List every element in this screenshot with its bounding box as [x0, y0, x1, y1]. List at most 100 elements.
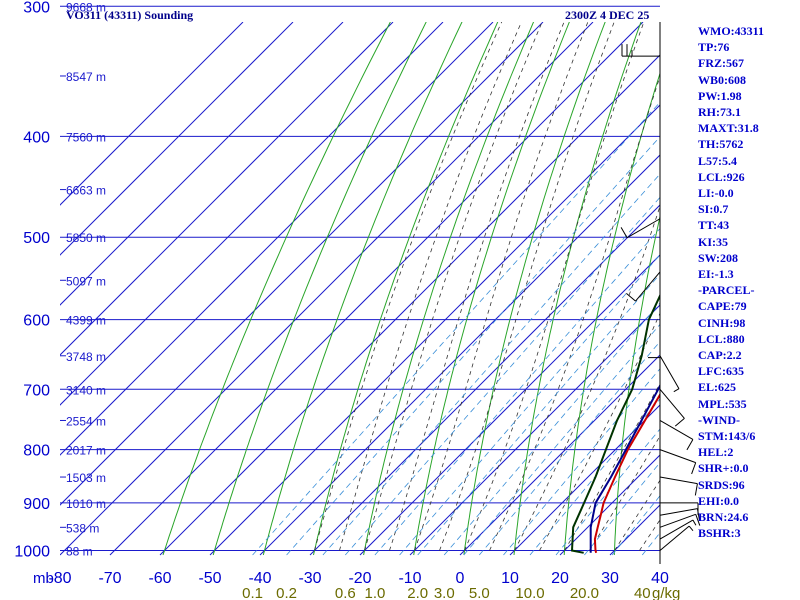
wind-barb-staff	[659, 525, 690, 551]
wind-barb	[659, 388, 685, 427]
pressure-tick-label: 300	[23, 0, 50, 16]
index-item: LCL:926	[698, 169, 745, 184]
plot-area	[60, 22, 660, 564]
index-item: SHR+:0.0	[698, 461, 749, 476]
moist-adiabat-line	[564, 382, 660, 551]
isotherm-line	[109, 22, 644, 556]
temperature-tick-label: -30	[298, 570, 321, 587]
index-item: TP:76	[698, 40, 730, 55]
moist-adiabat-line	[339, 22, 522, 551]
mixing-ratio-label: 0.2	[276, 585, 297, 600]
wind-barb	[659, 519, 697, 540]
wind-barb	[648, 319, 661, 359]
wind-barb-flag	[686, 439, 694, 451]
height-label: 5097 m	[66, 274, 106, 288]
index-item: KI:35	[698, 234, 728, 249]
pressure-tick-label: 900	[23, 496, 50, 513]
mixing-ratio-label: 2.0	[407, 585, 428, 600]
isotherm-line	[60, 22, 544, 506]
pressure-tick-label: 500	[23, 230, 50, 247]
dry-adiabat-line	[363, 22, 535, 556]
index-item: CAPE:79	[698, 299, 747, 314]
mixing-ratio-line	[443, 302, 660, 556]
dry-adiabat-line	[613, 214, 660, 556]
temperature-tick-label: -80	[48, 570, 71, 587]
index-item: STM:143/6	[698, 429, 756, 444]
dry-adiabat-line	[162, 22, 391, 556]
index-item: CINH:98	[698, 315, 746, 330]
isotherm-line	[259, 154, 660, 556]
index-item: WMO:43311	[698, 24, 764, 38]
mixing-ratio-line	[417, 273, 660, 556]
isotherm-line	[60, 22, 494, 456]
index-item: MAXT:31.8	[698, 121, 759, 136]
height-label: 8547 m	[66, 70, 106, 84]
wind-barb	[660, 502, 699, 515]
mixing-ratio-unit-label: g/kg	[652, 585, 680, 600]
wind-barb-staff	[659, 449, 696, 464]
temperature-profile	[593, 392, 660, 554]
mixing-ratio-label: 3.0	[434, 585, 455, 600]
isotherm-line	[60, 22, 444, 406]
mixing-ratio-label: 10.0	[515, 585, 544, 600]
dry-adiabat-line	[262, 22, 463, 556]
index-item: TH:5762	[698, 137, 744, 152]
isotherm-line	[209, 104, 660, 556]
wind-barb	[659, 449, 697, 475]
height-label: 9668 m	[66, 0, 106, 14]
wind-barb-staff	[659, 513, 696, 528]
height-label: 6663 m	[66, 184, 106, 198]
moist-adiabat-line	[389, 22, 565, 551]
wind-barb-flag	[691, 462, 697, 475]
dry-adiabat-line	[513, 22, 642, 556]
index-item: FRZ:567	[698, 56, 744, 71]
dry-adiabat-line	[212, 22, 427, 556]
moist-adiabat-line	[414, 22, 589, 551]
height-label: 3748 m	[66, 350, 106, 364]
mixing-ratio-line	[399, 254, 660, 556]
mixing-ratio-label: 0.1	[242, 585, 263, 600]
wind-barb	[659, 476, 698, 496]
index-item: TT:43	[698, 218, 730, 233]
temperature-tick-label: 40	[651, 570, 669, 587]
index-item: MPL:535	[698, 396, 747, 411]
mixing-ratio-label: 0.6	[335, 585, 356, 600]
wind-barb-flag	[620, 227, 628, 238]
pressure-tick-label: 800	[23, 443, 50, 460]
mixing-ratio-line	[252, 101, 660, 556]
mixing-ratio-line	[584, 461, 660, 556]
moist-adiabat-line	[489, 75, 660, 551]
index-item: SW:208	[698, 250, 739, 265]
isotherm-line	[60, 22, 394, 356]
index-item: EL:625	[698, 380, 737, 395]
wind-profile	[620, 22, 701, 564]
moist-adiabat-line	[514, 204, 660, 551]
index-item: -PARCEL-	[698, 283, 755, 298]
index-item: SRDS:96	[698, 477, 745, 492]
mixing-ratio-line	[503, 368, 660, 556]
wind-barb	[621, 44, 660, 57]
index-item: PW:1.98	[698, 88, 742, 103]
isotherm-line	[559, 454, 660, 556]
isotherm-line	[60, 22, 344, 306]
wind-barb-flag	[673, 388, 680, 393]
index-item: CAP:2.2	[698, 348, 742, 363]
profile-lines	[570, 293, 660, 554]
mixing-ratio-label: 40	[634, 585, 651, 600]
temperature-tick-label: 20	[551, 570, 569, 587]
wind-barb-staff	[659, 420, 694, 440]
dry-adiabat-line	[563, 71, 660, 556]
wind-barb-staff	[659, 476, 698, 485]
index-item: EI:-1.3	[698, 267, 734, 282]
mixing-ratio-line	[478, 340, 660, 556]
wind-barb-staff	[659, 519, 694, 540]
chart-title: VO311 (43311) Sounding	[66, 8, 194, 22]
isotherm-line	[159, 54, 660, 556]
moist-adiabat-line	[314, 22, 503, 551]
mixing-ratio-line	[374, 227, 660, 556]
index-item: RH:73.1	[698, 105, 741, 120]
index-item: LCL:880	[698, 331, 745, 346]
pressure-tick-label: 1000	[14, 544, 50, 561]
